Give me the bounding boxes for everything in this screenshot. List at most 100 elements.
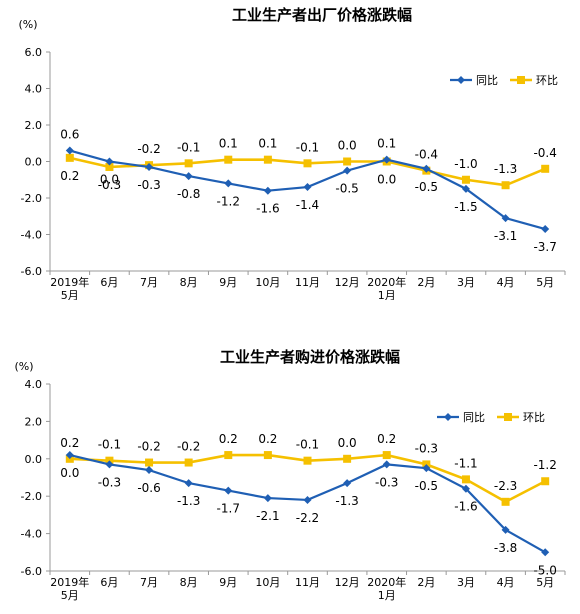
data-point-yoy — [263, 186, 272, 195]
x-tick-label-line: 6月 — [100, 576, 118, 589]
x-tick-label: 8月 — [180, 576, 198, 589]
data-label-yoy: 0.1 — [377, 137, 396, 151]
data-point-yoy — [65, 146, 74, 155]
data-point-yoy — [263, 494, 272, 503]
x-tick-label: 12月 — [335, 576, 360, 589]
data-point-mom — [461, 175, 470, 184]
data-label-mom: -1.0 — [454, 157, 477, 171]
legend-label-mom: 环比 — [523, 411, 545, 424]
x-tick-label-line: 10月 — [255, 276, 280, 289]
data-label-yoy: -1.2 — [217, 194, 240, 208]
x-tick-label-line: 1月 — [378, 289, 396, 300]
x-tick-label: 2月 — [417, 576, 435, 589]
chart-panel-ppi-output: 工业生产者出厂价格涨跌幅 (%) 6.0 4.0 2.0 0.0 -2.0 -4.0 -6.0 2… — [0, 0, 580, 300]
y-axis-unit: (%) — [14, 360, 33, 373]
data-label-yoy: -3.7 — [533, 240, 556, 254]
y-tick-label: 4.0 — [25, 83, 43, 96]
data-point-mom — [343, 157, 352, 166]
data-label-yoy: -1.3 — [335, 494, 358, 508]
data-point-yoy — [541, 225, 550, 234]
y-axis-unit: (%) — [18, 18, 37, 31]
y-tick-label: -4.0 — [21, 528, 42, 541]
data-label-yoy: -1.7 — [217, 502, 240, 516]
data-point-mom — [65, 153, 74, 162]
legend-label-mom: 环比 — [536, 74, 558, 87]
legend-marker-mom — [517, 76, 525, 84]
data-label-yoy: -1.4 — [296, 198, 319, 212]
x-tick-label-line: 11月 — [295, 276, 320, 289]
data-point-mom — [541, 477, 550, 486]
data-label-mom: -0.1 — [177, 140, 200, 154]
y-tick-label: 0.0 — [25, 453, 43, 466]
x-tick-label: 4月 — [497, 576, 515, 589]
chart-svg-ppi-purchase: 工业生产者购进价格涨跌幅 (%) 4.0 2.0 0.0 -2.0 -4.0 -6.0 2019… — [14, 348, 566, 602]
data-label-yoy: -0.5 — [335, 182, 358, 196]
data-label-yoy: -0.3 — [137, 178, 160, 192]
data-point-mom — [501, 497, 510, 506]
data-point-mom — [263, 155, 272, 164]
x-tick-label: 4月 — [497, 276, 515, 289]
data-point-mom — [343, 454, 352, 463]
chart-title: 工业生产者购进价格涨跌幅 — [220, 348, 400, 366]
x-tick-label-line: 10月 — [255, 576, 280, 589]
data-point-yoy — [461, 184, 470, 193]
x-tick-label-line: 1月 — [378, 589, 396, 602]
data-point-mom — [224, 155, 233, 164]
x-tick-label: 3月 — [457, 276, 475, 289]
data-label-yoy: -2.1 — [256, 509, 279, 523]
data-point-yoy — [184, 172, 193, 181]
data-label-mom: -1.3 — [494, 162, 517, 176]
x-tick-label-line: 2019年 — [50, 275, 89, 289]
legend-label-yoy: 同比 — [463, 411, 485, 424]
data-label-mom: 0.2 — [377, 432, 396, 446]
x-tick-label: 2019年 5月 — [50, 275, 89, 300]
x-tick-label: 12月 — [335, 276, 360, 289]
data-point-mom — [461, 475, 470, 484]
data-point-yoy — [343, 479, 352, 488]
x-tick-label-line: 2月 — [417, 576, 435, 589]
data-label-mom: -0.1 — [98, 438, 121, 452]
data-label-mom: -0.3 — [415, 441, 438, 455]
data-point-yoy — [145, 466, 154, 475]
y-tick-label: 2.0 — [25, 415, 43, 428]
y-tick-label: -6.0 — [21, 265, 42, 278]
y-tick-label: 2.0 — [25, 119, 43, 132]
data-point-mom — [105, 162, 114, 171]
chart-svg-ppi-output: 工业生产者出厂价格涨跌幅 (%) 6.0 4.0 2.0 0.0 -2.0 -4.0 -6.0 2… — [18, 6, 566, 300]
data-point-yoy — [541, 548, 550, 557]
x-tick-label-line: 5月 — [536, 276, 554, 289]
data-point-yoy — [224, 486, 233, 495]
data-point-yoy — [422, 464, 431, 473]
data-label-yoy: -1.5 — [454, 200, 477, 214]
data-point-yoy — [501, 214, 510, 223]
data-label-yoy: -1.6 — [454, 500, 477, 514]
x-tick-label-line: 12月 — [335, 276, 360, 289]
data-label-yoy: -0.6 — [137, 481, 160, 495]
data-point-yoy — [65, 451, 74, 460]
data-label-yoy: 0.6 — [60, 128, 79, 142]
x-tick-label-line: 12月 — [335, 576, 360, 589]
data-label-mom: -0.1 — [296, 140, 319, 154]
legend-label-yoy: 同比 — [476, 74, 498, 87]
data-label-yoy: 0.0 — [100, 173, 119, 187]
x-tick-label: 5月 — [536, 576, 554, 589]
data-label-yoy: -0.3 — [375, 475, 398, 489]
data-point-yoy — [184, 479, 193, 488]
data-point-yoy — [224, 179, 233, 188]
data-point-yoy — [422, 164, 431, 173]
x-tick-label-line: 7月 — [140, 276, 158, 289]
chart-panel-ppi-purchase: 工业生产者购进价格涨跌幅 (%) 4.0 2.0 0.0 -2.0 -4.0 -6.0 2019… — [0, 340, 580, 614]
data-label-mom: -0.2 — [137, 142, 160, 156]
data-label-yoy: -5.0 — [533, 563, 556, 577]
data-point-yoy — [461, 484, 470, 493]
x-tick-label: 10月 — [255, 276, 280, 289]
x-tick-label: 9月 — [219, 276, 237, 289]
data-label-mom: 0.2 — [258, 432, 277, 446]
x-tick-label: 10月 — [255, 576, 280, 589]
x-tick-label-line: 5月 — [536, 576, 554, 589]
x-tick-label-line: 3月 — [457, 276, 475, 289]
data-label-mom: -0.2 — [177, 440, 200, 454]
data-label-mom: 0.1 — [219, 137, 238, 151]
data-label-mom: 0.2 — [60, 436, 79, 450]
legend-marker-yoy — [444, 413, 452, 421]
